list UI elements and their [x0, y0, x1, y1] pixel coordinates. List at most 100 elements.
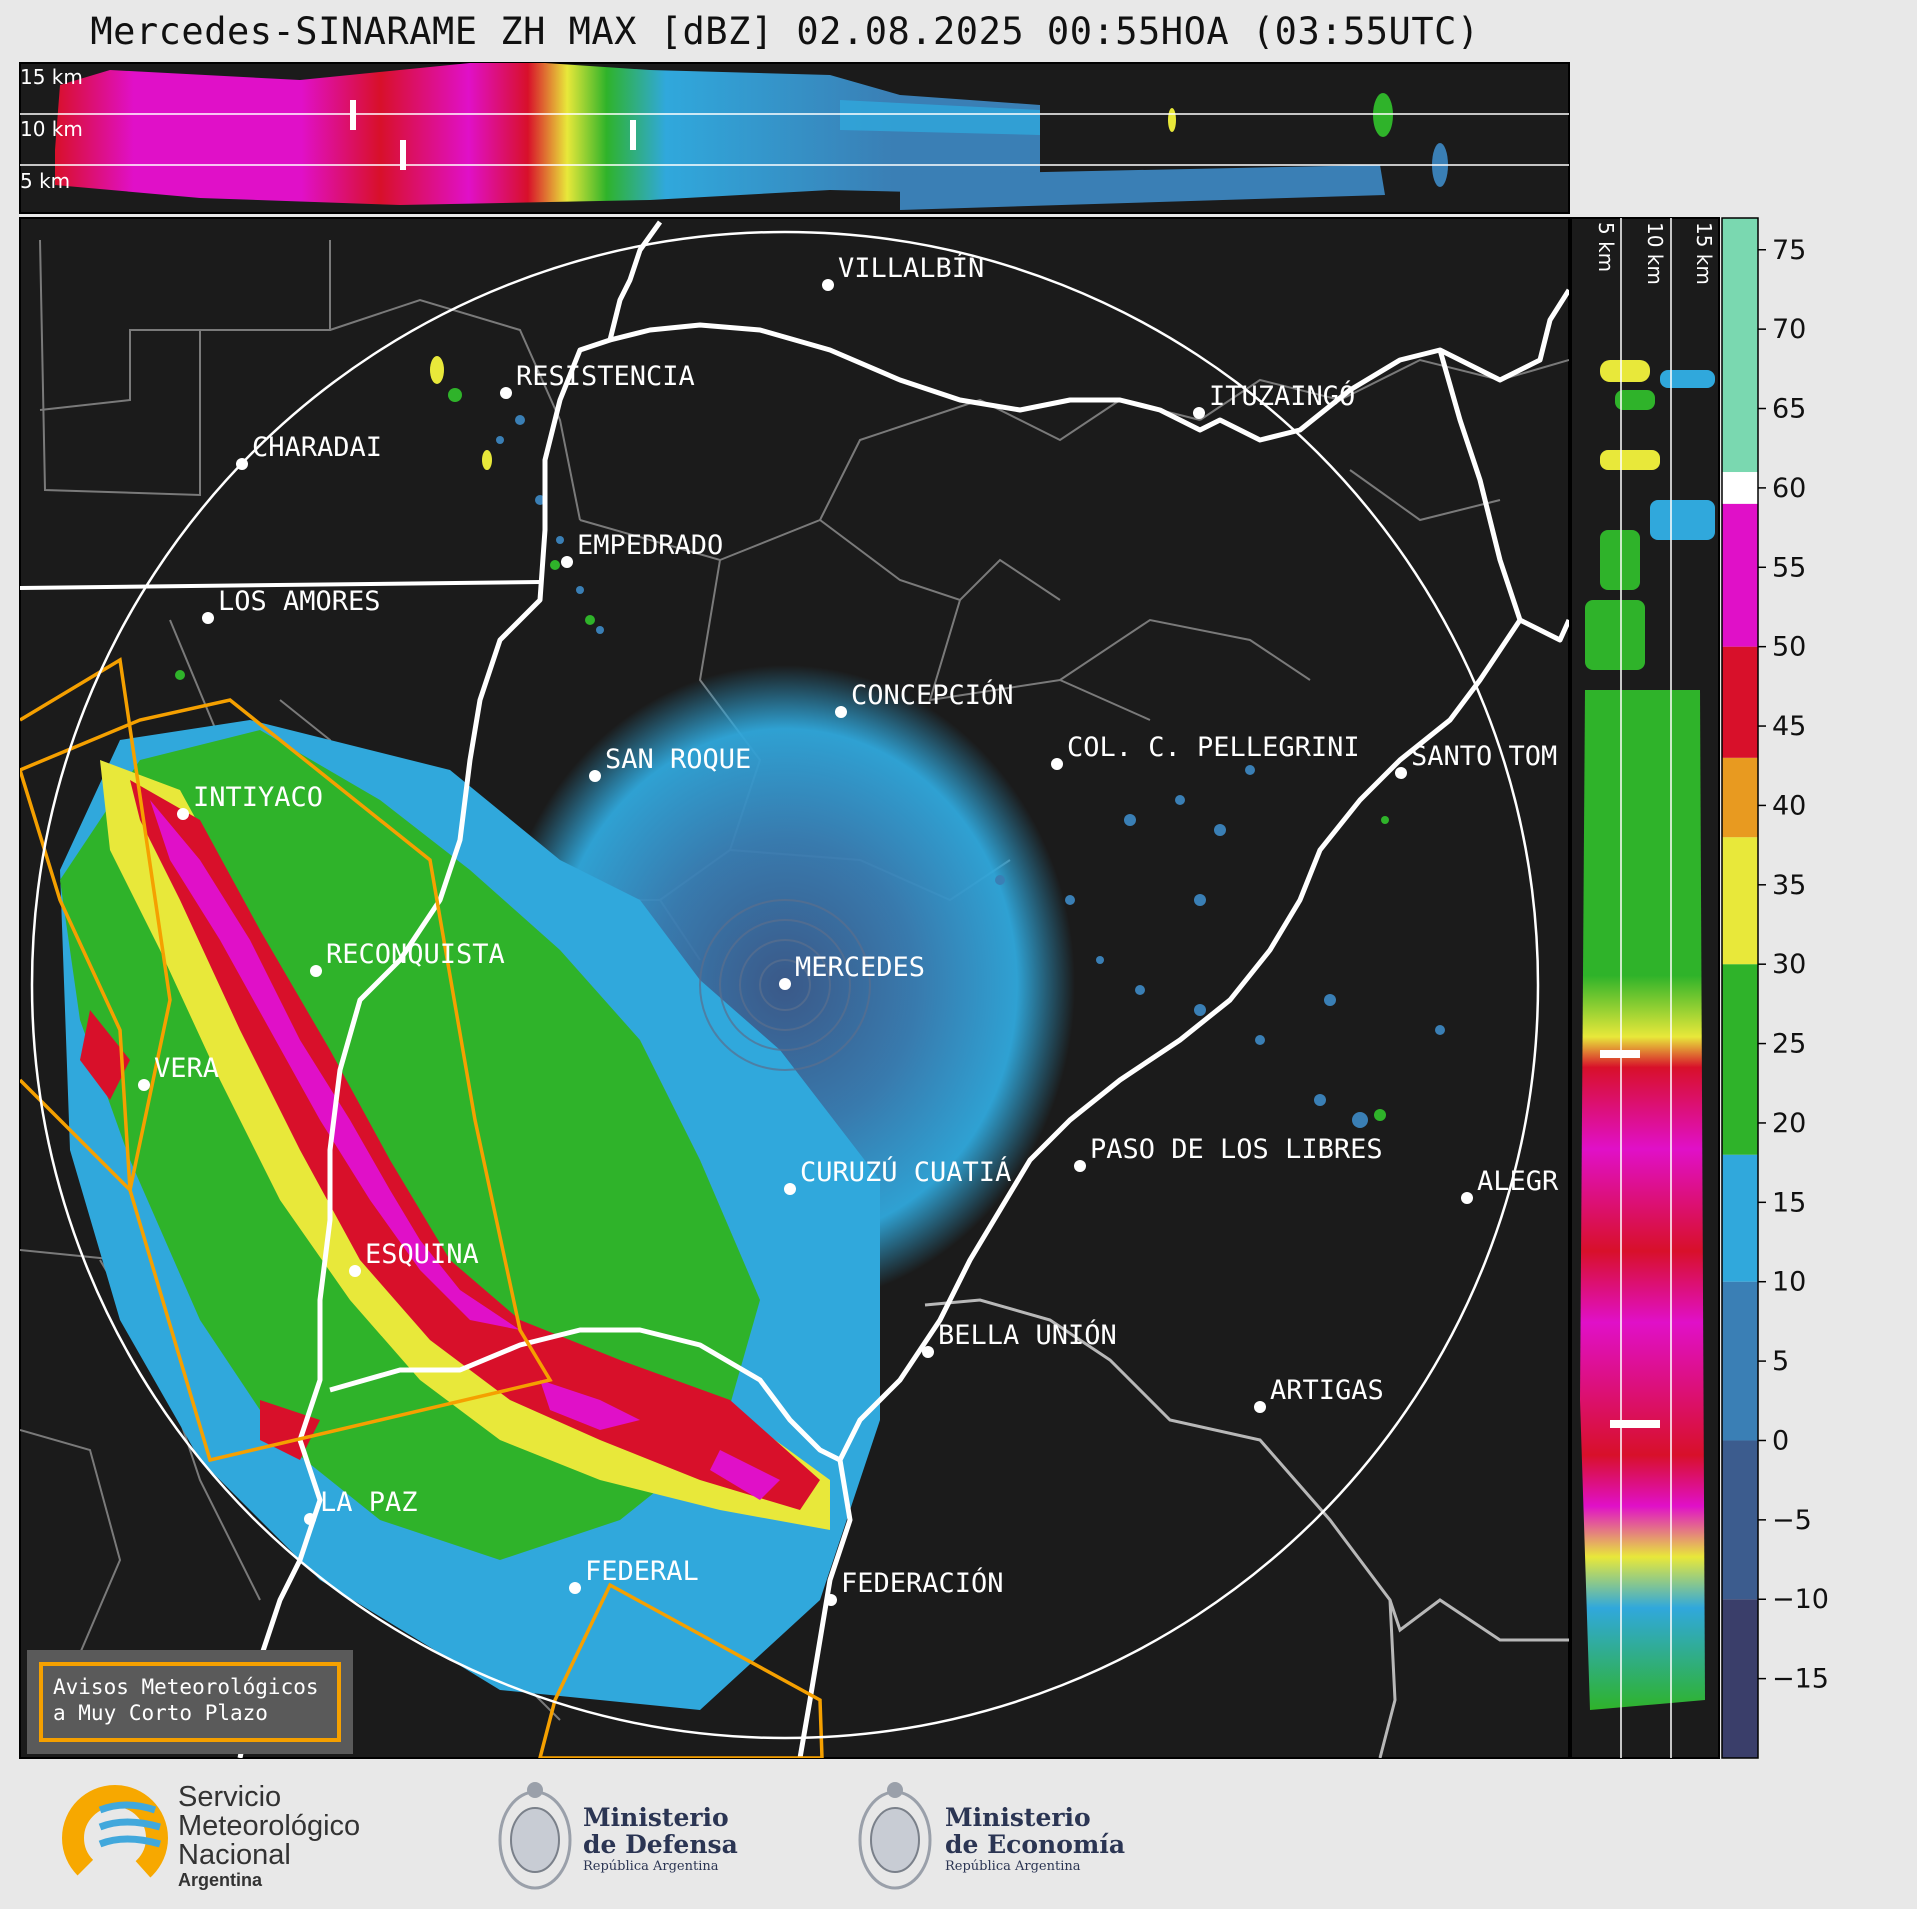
colorbar-tick-label: 30: [1772, 949, 1806, 980]
range-ring: [30, 230, 1540, 1740]
colorbar-band: [1722, 1440, 1758, 1600]
smn-line-1: Servicio: [178, 1781, 282, 1813]
city-dot: [784, 1183, 796, 1195]
city-marker: LOS AMORES: [202, 586, 381, 624]
colorbar-band: [1722, 837, 1758, 965]
colorbar-band: [1722, 218, 1758, 473]
alert-line-1: Avisos Meteorológicos: [53, 1675, 319, 1699]
city-dot: [310, 965, 322, 977]
city-marker: FEDERAL: [569, 1556, 699, 1594]
top-height-panel: 15 km 10 km 5 km: [19, 62, 1570, 214]
radar-map: VILLALBÍN RESISTENCIA CHARADAI EMPEDRADO LOS…: [19, 217, 1570, 1759]
economia-line-1: Ministerio: [945, 1803, 1091, 1832]
defensa-line-1: Ministerio: [583, 1803, 729, 1832]
city-label: SAN ROQUE: [605, 744, 751, 775]
warning-polygons: [20, 657, 824, 1758]
city-label: EMPEDRADO: [577, 530, 723, 561]
city-label: SANTO TOM: [1411, 741, 1557, 772]
city-dot: [304, 1513, 316, 1525]
city-dot: [779, 978, 791, 990]
city-dot: [1193, 407, 1205, 419]
city-marker: INTIYACO: [177, 782, 323, 820]
uruguay-border: [924, 1298, 1569, 1642]
city-dot: [138, 1079, 150, 1091]
colorbar-band: [1722, 1281, 1758, 1441]
economia-line-3: República Argentina: [945, 1859, 1081, 1874]
colorbar-tick-label: 50: [1772, 632, 1806, 663]
city-label: RESISTENCIA: [516, 361, 695, 392]
city-dot: [922, 1346, 934, 1358]
colorbar-tick-label: 40: [1772, 790, 1806, 821]
city-dot: [349, 1265, 361, 1277]
colorbar-band: [1722, 964, 1758, 1155]
city-dot: [1074, 1160, 1086, 1172]
colorbar-tick-label: 60: [1772, 473, 1806, 504]
city-dot: [500, 387, 512, 399]
city-marker: FEDERACIÓN: [825, 1567, 1004, 1606]
city-marker: EMPEDRADO: [561, 530, 723, 568]
city-label: MERCEDES: [795, 952, 925, 983]
city-marker: ESQUINA: [349, 1239, 479, 1277]
colorbar-tick-label: 5: [1772, 1346, 1789, 1377]
city-marker: CHARADAI: [236, 432, 382, 470]
city-label: BELLA UNIÓN: [938, 1319, 1117, 1351]
colorbar-band: [1722, 1154, 1758, 1282]
smn-logo: [61, 1785, 168, 1892]
map-title: Mercedes-SINARAME ZH MAX [dBZ] 02.08.202…: [90, 10, 1480, 53]
smn-line-3: Nacional: [178, 1839, 291, 1871]
city-label: CURUZÚ CUATIÁ: [800, 1156, 1011, 1188]
alert-legend-box: Avisos Meteorológicos a Muy Corto Plazo: [27, 1650, 353, 1754]
colorbar-tick-label: 75: [1772, 235, 1806, 266]
economia-line-2: de Economía: [945, 1830, 1126, 1859]
city-dot: [236, 458, 248, 470]
side-height-panel: 5 km 10 km 15 km: [1570, 217, 1720, 1759]
side-label-15km: 15 km: [1692, 222, 1716, 285]
top-label-15km: 15 km: [20, 65, 83, 89]
top-label-5km: 5 km: [20, 169, 70, 193]
city-label: LA PAZ: [320, 1487, 418, 1518]
defensa-logo-emblem: [498, 1782, 572, 1890]
city-marker: VILLALBÍN: [822, 252, 984, 291]
city-dot: [561, 556, 573, 568]
city-label: FEDERAL: [585, 1556, 699, 1587]
city-dot: [1254, 1401, 1266, 1413]
city-label: CHARADAI: [252, 432, 382, 463]
defensa-line-2: de Defensa: [583, 1830, 738, 1859]
colorbar-tick-label: 20: [1772, 1108, 1806, 1139]
city-label: COL. C. PELLEGRINI: [1067, 732, 1360, 763]
city-marker: COL. C. PELLEGRINI: [1051, 732, 1360, 770]
colorbar-tick-label: −15: [1772, 1664, 1829, 1695]
city-dot: [589, 770, 601, 782]
city-marker: ITUZAINGÓ: [1193, 380, 1355, 419]
top-label-10km: 10 km: [20, 117, 83, 141]
city-marker: SANTO TOM: [1395, 741, 1557, 779]
economia-logo-emblem: [858, 1782, 932, 1890]
city-dot: [1461, 1192, 1473, 1204]
colorbar-tick-label: 55: [1772, 552, 1806, 583]
city-marker: SAN ROQUE: [589, 744, 751, 782]
economia-logo-text: Ministerio de Economía República Argenti…: [945, 1804, 1125, 1876]
city-label: FEDERACIÓN: [841, 1567, 1004, 1599]
city-label: ITUZAINGÓ: [1209, 380, 1355, 412]
city-label: ALEGR: [1477, 1166, 1559, 1197]
defensa-line-3: República Argentina: [583, 1859, 719, 1874]
colorbar-tick-label: 45: [1772, 711, 1806, 742]
side-label-5km: 5 km: [1594, 222, 1618, 272]
city-label: LOS AMORES: [218, 586, 381, 617]
colorbar-band: [1722, 646, 1758, 758]
province-boundary: [20, 580, 541, 590]
city-label: VERA: [154, 1053, 219, 1084]
city-label: VILLALBÍN: [838, 252, 984, 284]
colorbar-band: [1722, 472, 1758, 504]
city-marker: ALEGR: [1461, 1166, 1559, 1204]
city-dot: [202, 612, 214, 624]
city-marker: PASO DE LOS LIBRES: [1074, 1134, 1383, 1172]
colorbar-tick-label: 25: [1772, 1029, 1806, 1060]
colorbar-tick-label: 10: [1772, 1267, 1806, 1298]
city-label: PASO DE LOS LIBRES: [1090, 1134, 1383, 1165]
city-dot: [825, 1594, 837, 1606]
side-label-10km: 10 km: [1643, 222, 1667, 285]
city-dot: [835, 706, 847, 718]
